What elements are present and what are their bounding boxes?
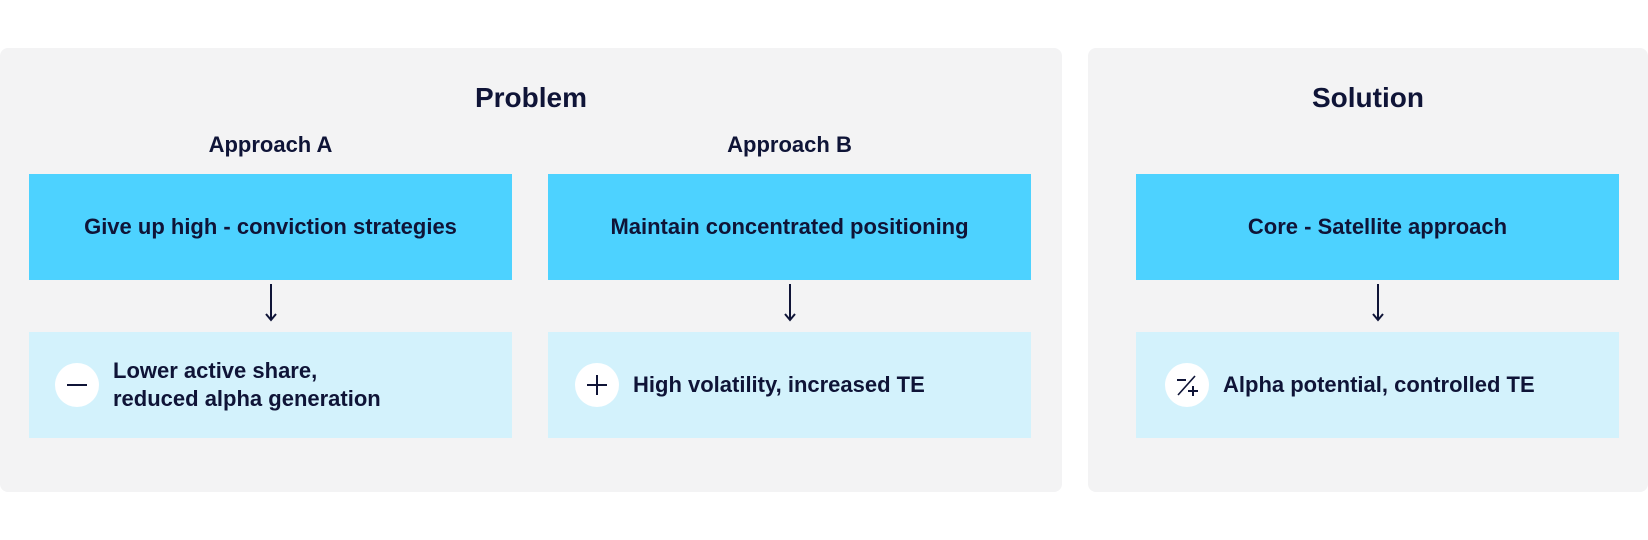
approach-a-result-box: Lower active share, reduced alpha genera… bbox=[29, 332, 512, 438]
solution-result-text: Alpha potential, controlled TE bbox=[1223, 371, 1535, 399]
problem-panel: Problem Approach A Give up high - convic… bbox=[0, 48, 1062, 492]
solution-column: Core - Satellite approach Alpha potentia… bbox=[1136, 48, 1619, 492]
down-arrow-icon bbox=[783, 284, 796, 322]
solution-action-text: Core - Satellite approach bbox=[1247, 214, 1508, 239]
approach-a-result-line-2: reduced alpha generation bbox=[113, 386, 381, 411]
plus-icon bbox=[575, 363, 619, 407]
solution-result-box: Alpha potential, controlled TE bbox=[1136, 332, 1619, 438]
approach-b-result-line-1: High volatility, increased TE bbox=[633, 372, 925, 397]
approach-b-result-box: High volatility, increased TE bbox=[548, 332, 1031, 438]
down-arrow-icon bbox=[264, 284, 277, 322]
solution-action-box: Core - Satellite approach bbox=[1136, 174, 1619, 280]
plus-minus-icon bbox=[1165, 363, 1209, 407]
approach-a-title: Approach A bbox=[208, 132, 333, 157]
solution-result-line-1: Alpha potential, controlled TE bbox=[1223, 372, 1535, 397]
approach-b-column: Approach B Maintain concentrated positio… bbox=[548, 48, 1031, 492]
approach-a-action-box: Give up high - conviction strategies bbox=[29, 174, 512, 280]
approach-b-action-box: Maintain concentrated positioning bbox=[548, 174, 1031, 280]
approach-b-result-text: High volatility, increased TE bbox=[633, 371, 925, 399]
solution-panel: Solution Core - Satellite approach Alpha… bbox=[1088, 48, 1648, 492]
approach-a-action-text: Give up high - conviction strategies bbox=[84, 214, 457, 239]
down-arrow-icon bbox=[1371, 284, 1384, 322]
approach-a-result-line-1: Lower active share, bbox=[113, 358, 318, 383]
approach-a-column: Approach A Give up high - conviction str… bbox=[29, 48, 512, 492]
minus-icon bbox=[55, 363, 99, 407]
solution-title: Solution bbox=[1312, 82, 1424, 113]
problem-title: Problem bbox=[474, 82, 588, 113]
approach-b-action-text: Maintain concentrated positioning bbox=[610, 214, 969, 239]
approach-b-title: Approach B bbox=[727, 132, 852, 157]
approach-a-result-text: Lower active share, reduced alpha genera… bbox=[113, 357, 381, 413]
